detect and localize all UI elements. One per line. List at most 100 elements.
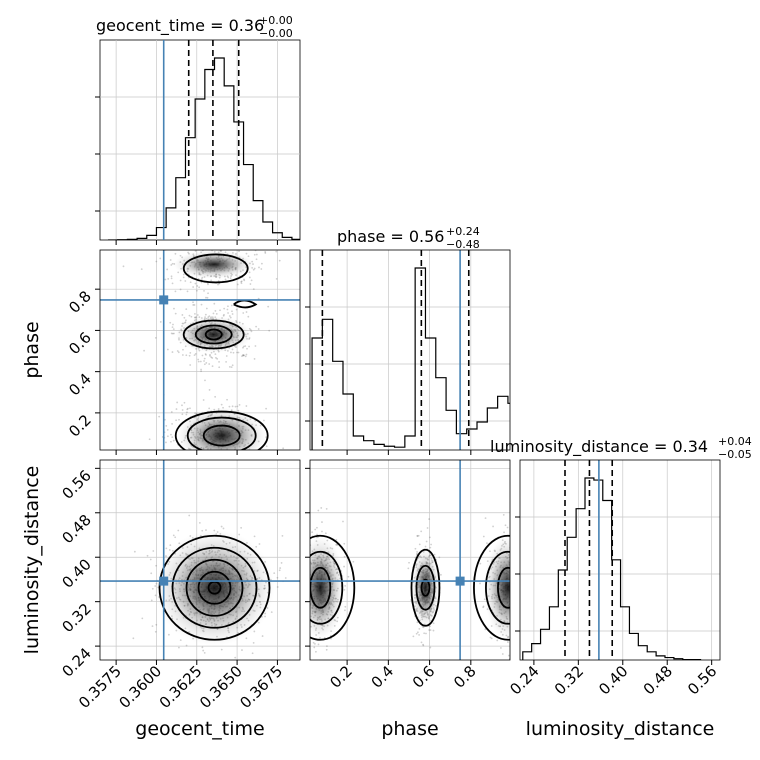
sample-point: [252, 288, 255, 291]
sample-point: [200, 278, 203, 281]
sample-point: [537, 603, 539, 605]
sample-point: [122, 265, 125, 268]
sample-point: [240, 282, 243, 285]
sample-point: [132, 637, 135, 640]
sample-point: [217, 455, 219, 457]
sample-point: [231, 469, 233, 471]
sample-point: [324, 532, 327, 535]
sample-point: [343, 555, 346, 558]
density-region: [483, 535, 510, 640]
sample-point: [518, 570, 520, 572]
sample-point: [173, 332, 175, 335]
sample-point: [484, 517, 487, 520]
sample-point: [302, 578, 304, 580]
sample-point: [429, 629, 432, 631]
sample-point: [511, 569, 513, 571]
sample-point: [418, 633, 420, 636]
sample-point: [511, 600, 513, 602]
sample-point: [514, 569, 516, 571]
sample-point: [213, 246, 215, 248]
sample-point: [143, 349, 145, 352]
sample-point: [317, 643, 320, 646]
y-tick-label: 0.48: [58, 511, 94, 547]
sample-point: [178, 646, 180, 649]
sample-point: [178, 452, 180, 454]
sample-point: [204, 379, 206, 382]
sample-point: [308, 614, 310, 616]
sample-point: [220, 453, 222, 455]
sample-point: [307, 581, 309, 583]
sample-point: [201, 646, 204, 649]
sample-point: [510, 567, 512, 569]
sample-point: [521, 606, 523, 608]
sample-point: [254, 345, 257, 347]
sample-point: [204, 313, 207, 316]
sample-point: [511, 584, 513, 586]
sample-point: [516, 566, 518, 568]
sample-point: [178, 418, 180, 421]
x-tick-label: 0.24: [506, 662, 542, 698]
sample-point: [526, 614, 528, 616]
sample-point: [209, 462, 211, 464]
sample-point: [184, 280, 187, 282]
sample-point: [217, 237, 219, 239]
sample-point: [213, 451, 215, 453]
sample-point: [227, 452, 229, 454]
sample-point: [169, 259, 172, 261]
sample-point: [181, 354, 184, 356]
sample-point: [511, 588, 513, 590]
sample-point: [177, 271, 180, 274]
sample-point: [230, 351, 232, 354]
title-luminosity-distance-minus: −0.05: [718, 448, 752, 461]
sample-point: [511, 585, 513, 587]
sample-point: [521, 580, 523, 582]
sample-point: [223, 245, 225, 247]
sample-point: [307, 588, 309, 590]
sample-point: [344, 584, 347, 587]
sample-point: [501, 653, 504, 655]
y-tick-label: 0.4: [65, 370, 95, 400]
sample-point: [181, 413, 184, 416]
sample-point: [254, 452, 256, 454]
sample-point: [188, 314, 191, 317]
sample-point: [189, 351, 192, 354]
panel-2d-phase-vs-geocent-time: [99, 237, 301, 476]
sample-point: [166, 268, 169, 271]
sample-point: [150, 572, 153, 575]
sample-point: [203, 452, 205, 454]
sample-point: [300, 582, 302, 584]
sample-point: [251, 652, 254, 655]
sample-point: [308, 554, 310, 556]
sample-point: [518, 586, 520, 588]
sample-point: [171, 262, 174, 265]
sample-point: [245, 252, 248, 255]
sample-point: [190, 315, 193, 318]
sample-point: [184, 319, 187, 322]
sample-point: [183, 242, 185, 244]
sample-point: [511, 595, 513, 597]
sample-point: [172, 534, 175, 537]
sample-point: [224, 461, 226, 463]
sample-point: [231, 313, 234, 315]
sample-point: [245, 637, 248, 640]
sample-point: [432, 622, 435, 625]
sample-point: [171, 282, 174, 285]
x-tick-label: 0.8: [450, 662, 480, 692]
sample-point: [181, 314, 184, 316]
sample-point: [306, 558, 308, 560]
sample-point: [229, 277, 232, 280]
sample-point: [222, 527, 225, 530]
sample-point: [208, 389, 211, 391]
sample-point: [305, 571, 307, 573]
sample-point: [302, 623, 304, 625]
sample-point: [215, 458, 217, 460]
sample-point: [200, 368, 202, 371]
sample-point: [492, 525, 494, 528]
sample-point: [521, 604, 523, 606]
sample-point: [511, 591, 513, 593]
sample-point: [220, 474, 222, 476]
sample-point: [189, 407, 191, 410]
sample-point: [506, 526, 509, 529]
sample-point: [218, 451, 220, 453]
sample-point: [238, 250, 240, 253]
